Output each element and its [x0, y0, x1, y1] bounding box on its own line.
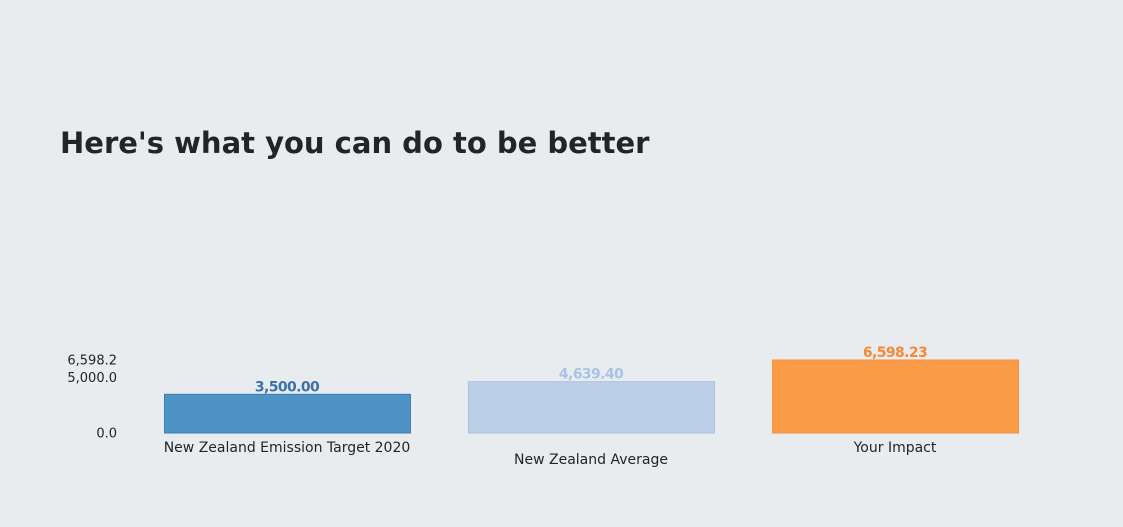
value-label: 3,500.00 [255, 379, 320, 395]
bar-2 [468, 381, 715, 434]
y-axis: 0.0 5,000.0 6,598.2 [67, 354, 117, 442]
value-labels: 3,500.00 4,639.40 6,598.23 [255, 345, 928, 395]
value-label: 6,598.23 [863, 345, 927, 361]
category-label: Your Impact [853, 440, 937, 456]
page-heading: Here's what you can do to be better [60, 126, 650, 160]
category-label: New Zealand Emission Target 2020 [164, 440, 411, 456]
y-tick-label: 6,598.2 [67, 354, 117, 369]
y-tick-label: 0.0 [96, 427, 117, 442]
bar-3 [772, 359, 1019, 434]
value-label: 4,639.40 [559, 367, 624, 383]
bar-1 [164, 393, 411, 434]
category-labels: New Zealand Emission Target 2020 New Zeal… [164, 440, 937, 468]
bars [164, 359, 1019, 434]
category-label: New Zealand Average [514, 452, 668, 468]
y-tick-label: 5,000.0 [67, 371, 117, 386]
